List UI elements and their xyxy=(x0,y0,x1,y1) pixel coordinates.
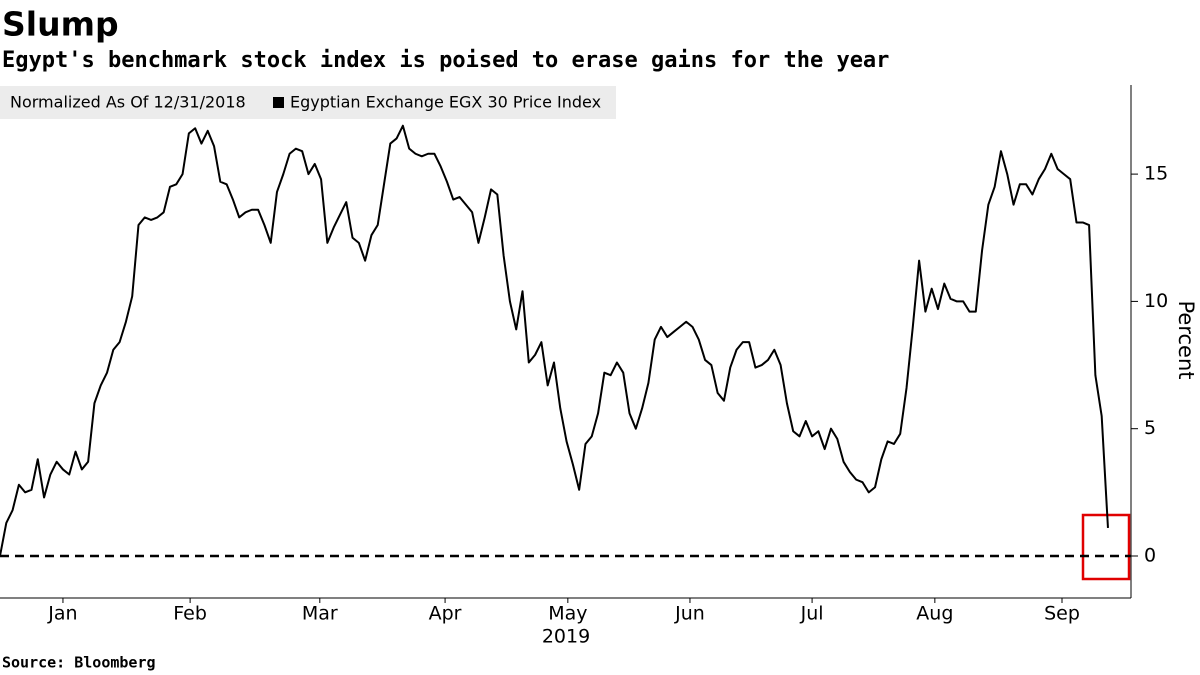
y-axis-label: Percent xyxy=(1174,300,1198,379)
y-tick-label: 5 xyxy=(1144,417,1156,439)
legend-box xyxy=(0,86,616,119)
x-tick-label: Aug xyxy=(916,603,953,625)
data-line xyxy=(0,124,1109,557)
x-tick-label: Sep xyxy=(1044,603,1080,625)
y-tick-label: 10 xyxy=(1144,290,1168,312)
highlight-box xyxy=(1081,513,1131,581)
source: Source: Bloomberg xyxy=(2,654,156,672)
y-tick-label: 0 xyxy=(1144,544,1156,566)
year-label: 2019 xyxy=(542,626,590,648)
x-tick-label: Jan xyxy=(47,603,77,625)
x-tick-label: Jul xyxy=(800,603,824,625)
chart-title: Slump xyxy=(2,5,119,44)
legend-swatch xyxy=(273,97,284,108)
x-tick-label: Jun xyxy=(674,603,705,625)
x-tick-label: Feb xyxy=(173,603,207,625)
legend-entry: Egyptian Exchange EGX 30 Price Index xyxy=(290,93,601,112)
legend-note: Normalized As Of 12/31/2018 xyxy=(10,93,246,112)
y-tick-label: 15 xyxy=(1144,163,1168,185)
x-tick-label: Apr xyxy=(429,603,462,625)
x-tick-label: May xyxy=(548,603,587,625)
x-tick-label: Mar xyxy=(302,603,338,625)
chart-subtitle: Egypt's benchmark stock index is poised … xyxy=(2,48,889,73)
